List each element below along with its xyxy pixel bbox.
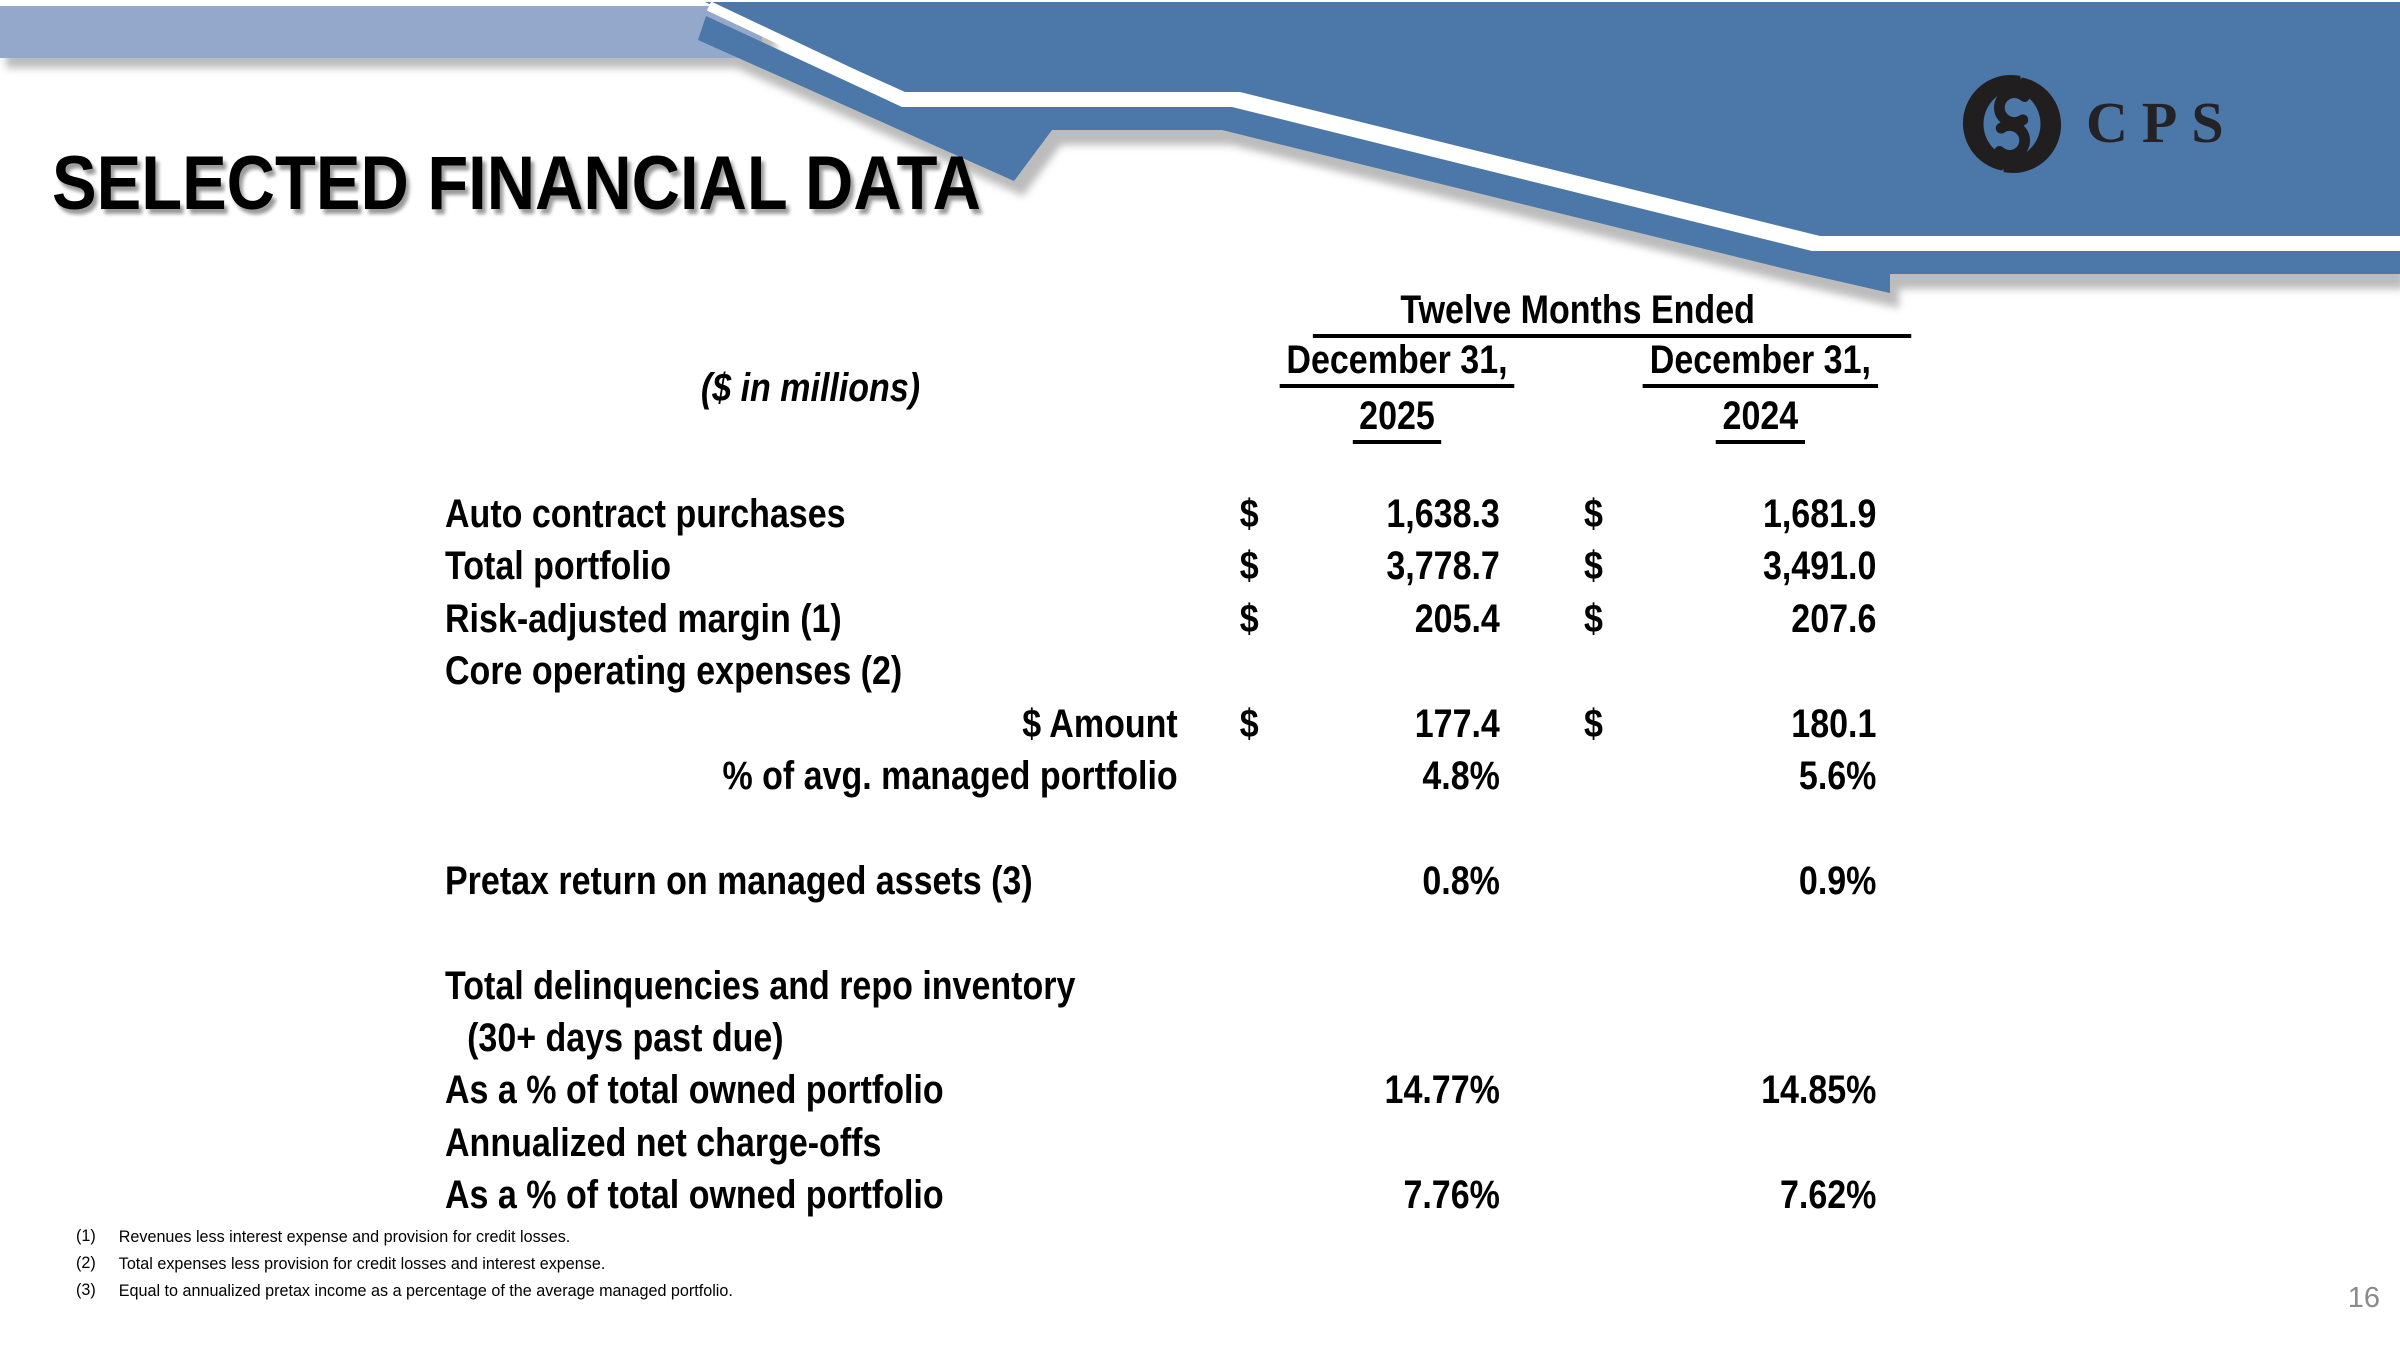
value-2025: 14.77% <box>1384 1068 1500 1112</box>
value-2025: 177.4 <box>1414 702 1500 746</box>
dollar-sign: $ <box>1239 702 1259 746</box>
value-2024: 0.9% <box>1798 859 1877 903</box>
group-header-rule <box>1312 334 1912 338</box>
value-2024: 3,491.0 <box>1762 544 1877 588</box>
dark-ribbon-strip <box>698 16 2400 293</box>
dollar-sign: $ <box>1584 702 1603 746</box>
column-header-2024-date: December 31, <box>1584 338 1937 388</box>
financial-table: ($ in millions) Twelve Months Ended Dece… <box>445 0 1941 1350</box>
value-2025: 4.8% <box>1422 754 1500 798</box>
dollar-sign: $ <box>1239 597 1259 641</box>
column-header-2025-date: December 31, <box>1240 338 1555 388</box>
column-header-2024-year: 2024 <box>1584 394 1937 444</box>
value-2024: 180.1 <box>1791 702 1877 746</box>
page-title: SELECTED FINANCIAL DATA <box>52 141 981 226</box>
logo-text: CPS <box>2086 90 2238 155</box>
page-number: 16 <box>2347 1282 2380 1314</box>
value-2025: 0.8% <box>1422 859 1500 903</box>
light-blue-band <box>0 6 762 58</box>
header-ribbon <box>0 1 2400 308</box>
value-2024: 14.85% <box>1761 1068 1877 1112</box>
value-2025: 1,638.3 <box>1386 492 1500 536</box>
white-stripe <box>706 1 2400 249</box>
value-2024: 1,681.9 <box>1762 492 1877 536</box>
value-2025: 205.4 <box>1414 597 1500 641</box>
table-group-header: Twelve Months Ended <box>1400 288 1755 332</box>
value-2024: 207.6 <box>1791 597 1877 641</box>
value-2024: 7.62% <box>1779 1173 1877 1217</box>
dollar-sign: $ <box>1584 544 1603 588</box>
dark-ribbon-main <box>705 2 2400 236</box>
units-label: ($ in millions) <box>700 366 921 410</box>
dollar-sign: $ <box>1239 492 1259 536</box>
dollar-sign: $ <box>1239 544 1259 588</box>
value-2025: 7.76% <box>1403 1173 1500 1217</box>
cps-swirl-icon <box>1962 74 2062 174</box>
cps-logo: CPS <box>1958 58 2400 192</box>
value-2024: 5.6% <box>1798 754 1877 798</box>
dollar-sign: $ <box>1584 492 1603 536</box>
value-2025: 3,778.7 <box>1386 544 1500 588</box>
dollar-sign: $ <box>1584 597 1603 641</box>
column-header-2025-year: 2025 <box>1240 394 1555 444</box>
